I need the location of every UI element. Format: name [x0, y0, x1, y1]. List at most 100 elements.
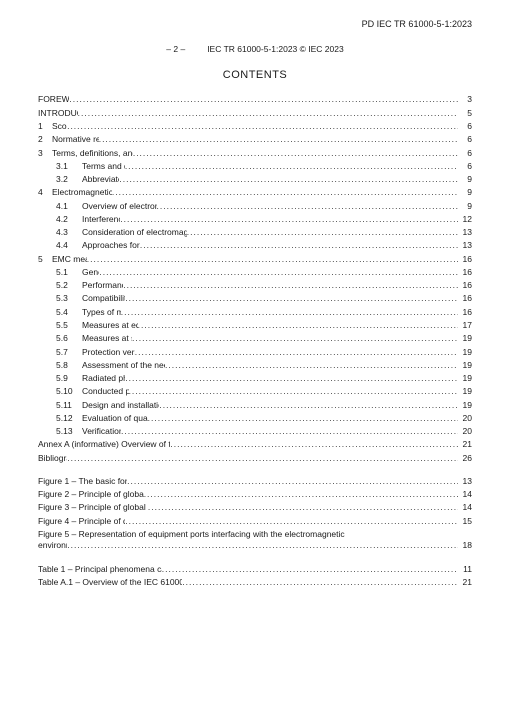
- toc-entry: 5.7Protection versus immunity19: [38, 347, 472, 358]
- toc-leader: [133, 148, 458, 159]
- toc-entry-title: Electromagnetic phenomena: [52, 187, 112, 198]
- toc-leader: [123, 280, 458, 291]
- toc-entry-number: 5.10: [56, 386, 82, 397]
- toc-page-number: 19: [458, 386, 472, 397]
- toc-page-number: 19: [458, 347, 472, 358]
- list-of-figures: Figure 1 – The basic form of an EMI prob…: [38, 476, 472, 552]
- toc-page-number: 14: [458, 489, 472, 500]
- toc-entry-number: 5.6: [56, 333, 82, 344]
- toc-page-number: 13: [458, 227, 472, 238]
- toc-leader: [112, 187, 458, 198]
- toc-leader: [87, 254, 458, 265]
- toc-entry-number: 5.5: [56, 320, 82, 331]
- toc-entry: 4.2Interference model12: [38, 214, 472, 225]
- toc-leader: [125, 293, 458, 304]
- toc-page-number: 3: [458, 94, 472, 105]
- toc-page-number: 21: [458, 439, 472, 450]
- toc-leader: [135, 347, 458, 358]
- toc-entry-title: Figure 3 – Principle of global protectio…: [38, 502, 148, 513]
- toc-entry-title: Scope: [52, 121, 67, 132]
- toc-entry: 5.11Design and installation of protectiv…: [38, 400, 472, 411]
- toc-page-number: 14: [458, 502, 472, 513]
- toc-page-number: 15: [458, 516, 472, 527]
- toc-leader: [148, 413, 458, 424]
- toc-entry-title: Interference model: [82, 214, 120, 225]
- toc-entry: 5.3Compatibility reasons16: [38, 293, 472, 304]
- toc-leader: [120, 214, 458, 225]
- toc-entry: 4.4Approaches for ensuring EMC13: [38, 240, 472, 251]
- toc-entry-number: 4.1: [56, 201, 82, 212]
- toc-entry-number: 3.1: [56, 161, 82, 172]
- toc-entry: 5EMC measures16: [38, 254, 472, 265]
- toc-entry-number: 5.4: [56, 307, 82, 318]
- toc-entry: 3.2Abbreviated terms9: [38, 174, 472, 185]
- toc-entry: INTRODUCTION5: [38, 108, 472, 119]
- toc-entry-title: Compatibility reasons: [82, 293, 125, 304]
- toc-entry-title: EMC measures: [52, 254, 87, 265]
- figure-entry: Figure 2 – Principle of global protectio…: [38, 489, 472, 500]
- toc-entry: Bibliography 26: [38, 453, 472, 464]
- table-entry: Table 1 – Principal phenomena causing el…: [38, 564, 472, 575]
- toc-entry-number: 3: [38, 148, 52, 159]
- toc-leader: [125, 516, 458, 527]
- toc-page-number: 16: [458, 280, 472, 291]
- document-id: PD IEC TR 61000-5-1:2023: [38, 18, 472, 30]
- toc-entry-number: 5.2: [56, 280, 82, 291]
- toc-entry: 5.4Types of measures16: [38, 307, 472, 318]
- toc-page-number: 6: [458, 161, 472, 172]
- toc-entry-number: 5.11: [56, 400, 82, 411]
- toc-page-number: 26: [458, 453, 472, 464]
- toc-entry: 5.9Radiated phenomena19: [38, 373, 472, 384]
- toc-entry-title: Conducted phenomena: [82, 386, 129, 397]
- figure-entry: Figure 4 – Principle of distributed prot…: [38, 516, 472, 527]
- toc-entry-title: Performance reason: [82, 280, 123, 291]
- toc-page-number: 21: [458, 577, 472, 588]
- toc-entry-number: 4: [38, 187, 52, 198]
- toc-entry-title: Overview of electromagnetic phenomena: [82, 201, 157, 212]
- toc-page-number: 19: [458, 333, 472, 344]
- toc-entry-title: Verification of EMC: [82, 426, 121, 437]
- toc-leader: [140, 240, 458, 251]
- toc-entry-number: 1: [38, 121, 52, 132]
- toc-leader: [159, 400, 458, 411]
- toc-entry-title: Measures at system level: [82, 333, 132, 344]
- toc-leader: [121, 426, 458, 437]
- toc-entry: 5.8Assessment of the need for mitigation…: [38, 360, 472, 371]
- copyright-line: IEC TR 61000-5-1:2023 © IEC 2023: [207, 44, 344, 55]
- toc-leader: [138, 320, 458, 331]
- toc-entry-number: 2: [38, 134, 52, 145]
- figure-entry: Figure 1 – The basic form of an EMI prob…: [38, 476, 472, 487]
- toc-page-number: 9: [458, 201, 472, 212]
- toc-entry: 2Normative references6: [38, 134, 472, 145]
- toc-entry: 4.1Overview of electromagnetic phenomena…: [38, 201, 472, 212]
- toc-leader: [162, 564, 458, 575]
- toc-leader: [182, 577, 458, 588]
- contents-heading: CONTENTS: [38, 68, 472, 83]
- toc-page-number: 16: [458, 293, 472, 304]
- toc-entry: 3.1Terms and definitions6: [38, 161, 472, 172]
- toc-leader: [78, 108, 458, 119]
- figure-entry: Figure 3 – Principle of global protectio…: [38, 502, 472, 513]
- toc-entry-title: Radiated phenomena: [82, 373, 125, 384]
- toc-entry-number: 5.13: [56, 426, 82, 437]
- toc-leader: [121, 307, 458, 318]
- toc-entry-number: 5.7: [56, 347, 82, 358]
- toc-entry-title: Figure 5 – Representation of equipment p…: [38, 529, 472, 540]
- toc-page-number: 19: [458, 360, 472, 371]
- toc-leader: [99, 267, 458, 278]
- toc-entry: 4.3Consideration of electromagnetic phen…: [38, 227, 472, 238]
- table-entry: Table A.1 – Overview of the IEC 61000-5 …: [38, 577, 472, 588]
- toc-entry-number: 4.4: [56, 240, 82, 251]
- toc-entry-title: Figure 2 – Principle of global protectio…: [38, 489, 144, 500]
- toc-entry-title: Bibliography: [38, 453, 67, 464]
- toc-entry: 1Scope6: [38, 121, 472, 132]
- toc-entry-title: Measures at equipment level: [82, 320, 138, 331]
- toc-entry-number: 5.1: [56, 267, 82, 278]
- toc-entry-number: 4.3: [56, 227, 82, 238]
- toc-entry: 5.13Verification of EMC20: [38, 426, 472, 437]
- toc-page-number: 17: [458, 320, 472, 331]
- page-header: – 2 – IEC TR 61000-5-1:2023 © IEC 2023: [38, 44, 472, 55]
- toc-entry-title: Evaluation of quality of installations: [82, 413, 148, 424]
- toc-page-number: 12: [458, 214, 472, 225]
- toc-entry-title-cont: environment: [38, 540, 67, 551]
